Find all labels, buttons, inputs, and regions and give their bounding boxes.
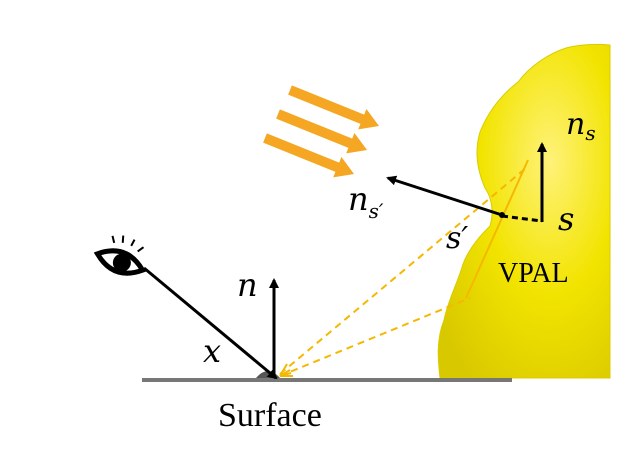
burst-icon — [279, 363, 293, 377]
eye-icon — [93, 235, 147, 276]
dashed-lines — [279, 167, 527, 377]
normal-sprime-arrow — [386, 175, 503, 217]
label-x: x — [203, 332, 221, 370]
vpal-blob — [437, 43, 611, 379]
label-n-s-prime: ns′ — [348, 180, 384, 223]
label-s-prime: s′ — [446, 221, 468, 256]
label-vpal: VPAL — [498, 258, 569, 289]
label-n-s: ns — [566, 107, 596, 145]
label-s: s — [558, 200, 574, 238]
light-rays-icon — [263, 85, 380, 178]
label-n: n — [237, 266, 258, 304]
vpal-edge-line — [465, 159, 529, 299]
label-surface: Surface — [218, 397, 322, 434]
s-to-sprime-dashed — [501, 214, 543, 223]
view-ray — [143, 266, 278, 380]
